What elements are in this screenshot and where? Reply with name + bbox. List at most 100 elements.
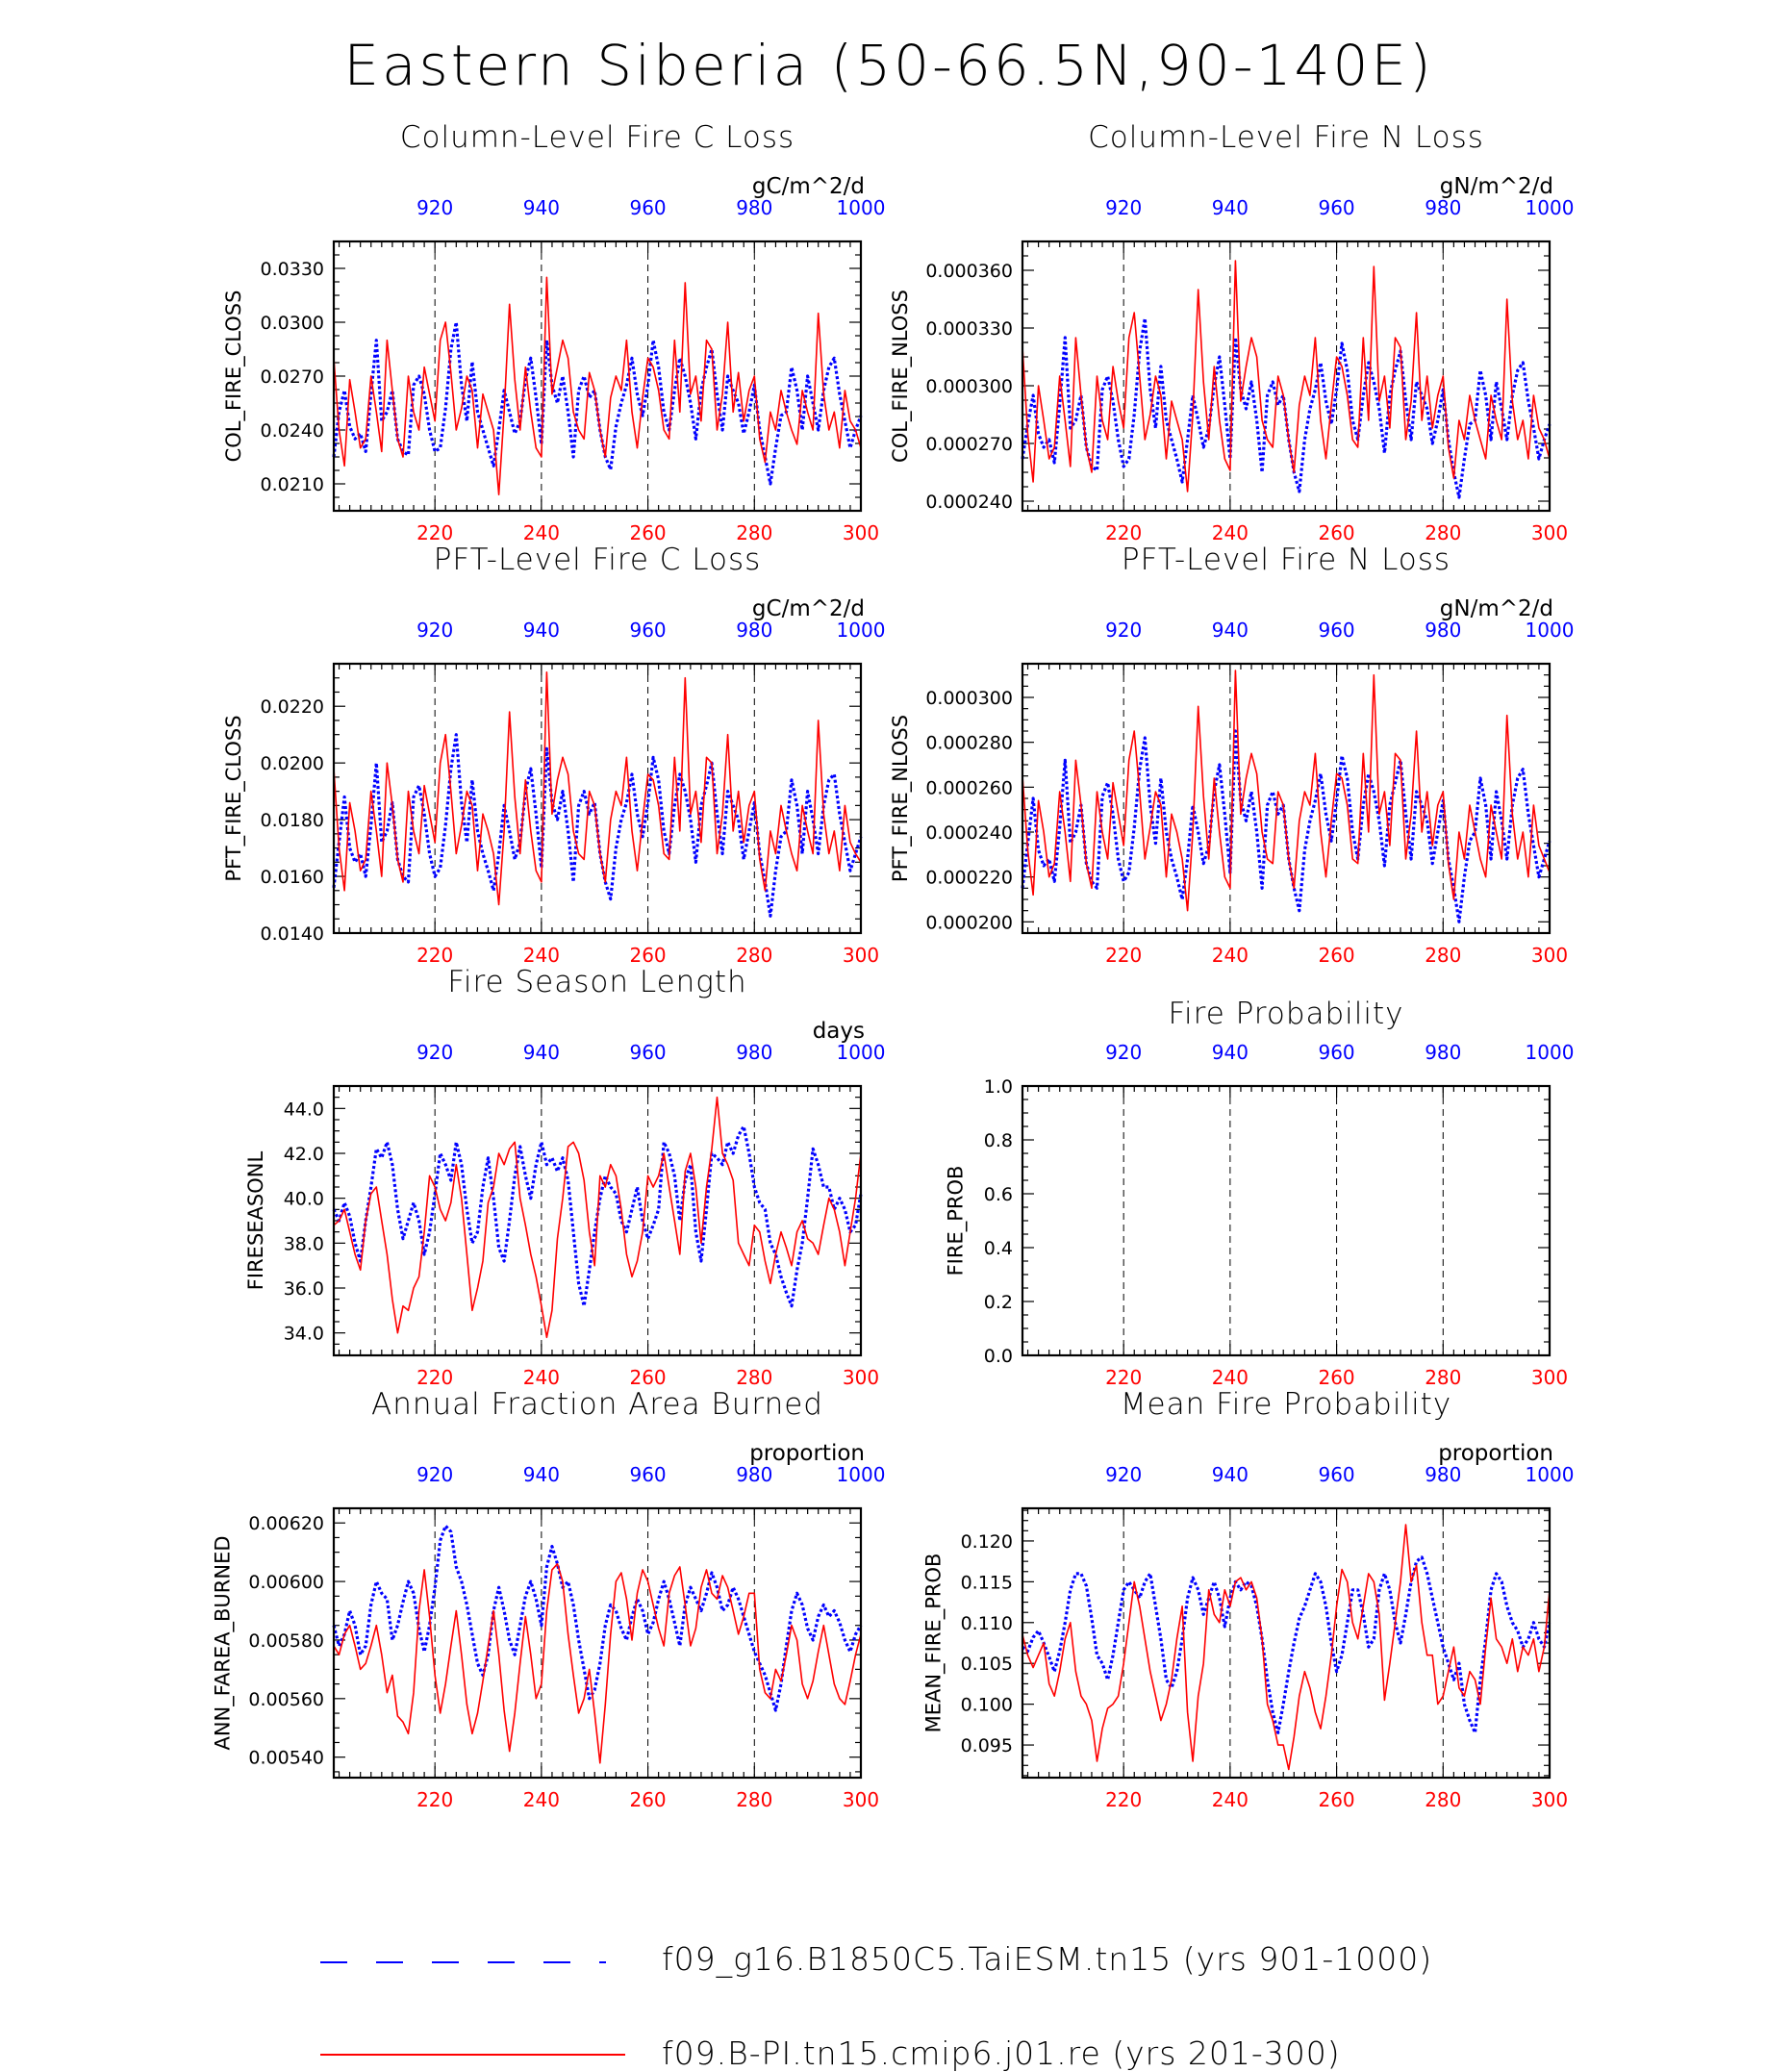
x-bottom-tick-label: 260 (629, 1366, 666, 1389)
x-top-tick-label: 980 (736, 196, 772, 219)
y-axis-label: FIRE_PROB (945, 1166, 969, 1276)
x-top-tick-label: 1000 (1526, 1041, 1575, 1064)
legend-label-taiesm: f09_g16.B1850C5.TaiESM.tn15 (yrs 901-100… (662, 1940, 1432, 1979)
plot-frame (332, 662, 863, 935)
units-label: days (813, 1019, 865, 1044)
plot-frame (332, 1506, 863, 1780)
x-bottom-tick-label: 300 (843, 1366, 879, 1389)
y-tick-label: 40.0 (284, 1189, 324, 1210)
x-top-tick-label: 920 (1105, 196, 1142, 219)
y-tick-label: 0.6 (984, 1184, 1013, 1205)
y-tick-label: 0.000260 (925, 777, 1013, 798)
series-cmip6-line (1022, 670, 1551, 912)
x-top-tick-label: 940 (1212, 1463, 1249, 1486)
x-bottom-tick-label: 220 (1105, 1366, 1142, 1389)
x-bottom-tick-label: 300 (1531, 1788, 1568, 1811)
x-top-tick-label: 1000 (837, 619, 886, 642)
y-tick-label: 0.0140 (261, 923, 324, 945)
series-cmip6-line (333, 276, 862, 496)
x-bottom-tick-label: 240 (1212, 1366, 1249, 1389)
plot-frame (1021, 240, 1552, 513)
units-label: proportion (1438, 1441, 1553, 1466)
x-bottom-tick-label: 220 (1105, 521, 1142, 544)
x-bottom-tick-label: 240 (523, 944, 560, 967)
x-bottom-tick-label: 280 (736, 521, 772, 544)
y-axis-label: FIRESEASONL (244, 1151, 267, 1291)
x-bottom-tick-label: 300 (1531, 1366, 1568, 1389)
x-bottom-tick-label: 220 (416, 521, 453, 544)
units-label: gN/m^2/d (1440, 596, 1553, 621)
x-bottom-tick-label: 240 (523, 521, 560, 544)
x-bottom-tick-label: 300 (1531, 521, 1568, 544)
x-top-tick-label: 960 (1318, 1041, 1354, 1064)
x-top-tick-label: 940 (523, 1041, 560, 1064)
panel-title: PFT-Level Fire N Loss (1122, 543, 1451, 577)
y-tick-label: 0.120 (961, 1531, 1013, 1553)
x-top-tick-label: 980 (736, 1463, 772, 1486)
x-top-tick-label: 920 (1105, 619, 1142, 642)
panels: Column-Level Fire C Loss gC/m^2/d 220 240 26… (212, 120, 1575, 1811)
x-top-tick-label: 920 (416, 619, 453, 642)
y-tick-label: 0.000280 (925, 733, 1013, 754)
x-bottom-tick-label: 220 (416, 944, 453, 967)
y-tick-label: 0.095 (961, 1735, 1013, 1756)
panel-title: Mean Fire Probability (1121, 1387, 1451, 1422)
x-top-tick-label: 980 (1425, 196, 1461, 219)
panel-title: Fire Season Length (447, 965, 746, 999)
panel-3: PFT-Level Fire C Loss gC/m^2/d 220 240 260 28… (222, 543, 885, 967)
x-bottom-tick-label: 300 (1531, 944, 1568, 967)
legend: f09_g16.B1850C5.TaiESM.tn15 (yrs 901-100… (320, 1940, 1432, 2072)
x-top-tick-label: 1000 (1526, 619, 1575, 642)
x-top-tick-label: 920 (416, 1463, 453, 1486)
y-tick-label: 0.000240 (925, 822, 1013, 844)
y-tick-label: 0.0270 (261, 366, 324, 388)
x-top-tick-label: 980 (1425, 619, 1461, 642)
x-top-tick-label: 960 (1318, 1463, 1354, 1486)
y-tick-label: 38.0 (284, 1233, 324, 1254)
y-tick-label: 0.4 (984, 1238, 1013, 1259)
panel-6: Fire Probability 220 240 260 280 300 920 940 960… (945, 997, 1575, 1389)
x-top-tick-label: 1000 (837, 1041, 886, 1064)
x-top-tick-label: 920 (416, 1041, 453, 1064)
units-label: proportion (749, 1441, 865, 1466)
panel-1: Column-Level Fire C Loss gC/m^2/d 220 240 26… (222, 120, 885, 544)
panel-title: Fire Probability (1168, 997, 1403, 1031)
plot-frame (1021, 662, 1552, 935)
x-bottom-tick-label: 260 (1318, 1788, 1354, 1811)
y-axis-label: COL_FIRE_CLOSS (222, 291, 246, 463)
y-axis-label: PFT_FIRE_NLOSS (889, 715, 913, 882)
x-bottom-tick-label: 220 (416, 1366, 453, 1389)
x-bottom-tick-label: 240 (1212, 521, 1249, 544)
x-top-tick-label: 960 (1318, 619, 1354, 642)
y-tick-label: 0.0160 (261, 867, 324, 888)
series-taiesm-line (332, 1524, 863, 1712)
y-tick-label: 0.00600 (248, 1572, 324, 1593)
y-tick-label: 44.0 (284, 1099, 324, 1120)
x-bottom-tick-label: 260 (1318, 944, 1354, 967)
x-bottom-tick-label: 280 (1425, 521, 1461, 544)
x-bottom-tick-label: 300 (843, 944, 879, 967)
y-tick-label: 0.0240 (261, 420, 324, 442)
y-tick-label: 0.000240 (925, 492, 1013, 513)
x-bottom-tick-label: 300 (843, 1788, 879, 1811)
x-top-tick-label: 960 (629, 1041, 666, 1064)
y-tick-label: 0.00560 (248, 1689, 324, 1710)
x-top-tick-label: 1000 (837, 196, 886, 219)
x-bottom-tick-label: 300 (843, 521, 879, 544)
y-tick-label: 34.0 (284, 1324, 324, 1345)
y-tick-label: 0.0180 (261, 810, 324, 831)
y-tick-label: 0.000220 (925, 868, 1013, 889)
plot-frame (1021, 1506, 1552, 1780)
panel-title: Column-Level Fire C Loss (400, 120, 795, 155)
x-top-tick-label: 980 (1425, 1041, 1461, 1064)
panel-4: PFT-Level Fire N Loss gN/m^2/d 220 240 260 28… (889, 543, 1574, 967)
x-top-tick-label: 960 (629, 619, 666, 642)
y-tick-label: 0.000300 (925, 376, 1013, 397)
panel-title: Column-Level Fire N Loss (1088, 120, 1484, 155)
y-tick-label: 0.000200 (925, 912, 1013, 933)
x-bottom-tick-label: 280 (736, 1788, 772, 1811)
series-cmip6-line (333, 1563, 862, 1764)
y-tick-label: 0.105 (961, 1654, 1013, 1675)
x-top-tick-label: 920 (1105, 1463, 1142, 1486)
x-bottom-tick-label: 280 (736, 944, 772, 967)
